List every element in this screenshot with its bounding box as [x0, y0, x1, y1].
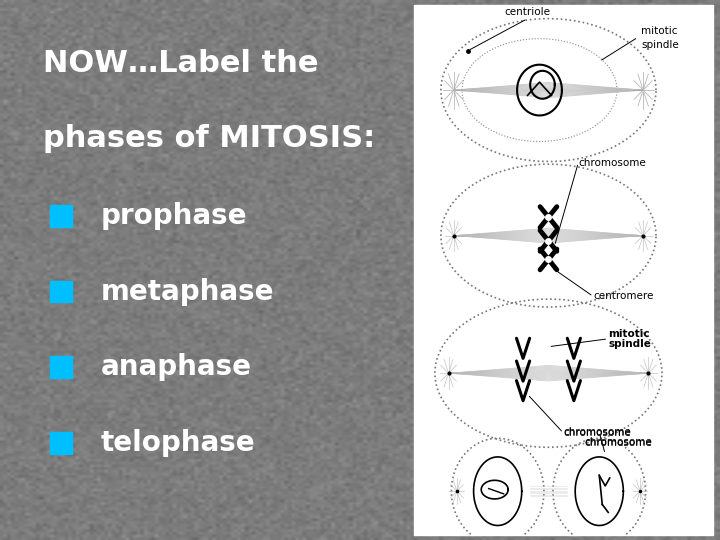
Text: prophase: prophase — [101, 202, 247, 230]
Text: mitotic: mitotic — [608, 328, 650, 339]
Text: NOW…Label the: NOW…Label the — [43, 49, 319, 78]
Text: phases of MITOSIS:: phases of MITOSIS: — [43, 124, 375, 153]
Text: metaphase: metaphase — [101, 278, 274, 306]
Text: anaphase: anaphase — [101, 353, 252, 381]
Text: centromere: centromere — [593, 292, 654, 301]
FancyBboxPatch shape — [50, 205, 72, 227]
Text: spindle: spindle — [608, 339, 651, 349]
FancyBboxPatch shape — [50, 432, 72, 454]
Text: chromosome: chromosome — [585, 437, 652, 447]
Text: mitotic: mitotic — [641, 26, 678, 36]
Text: chromosome: chromosome — [563, 428, 631, 437]
Text: chromosome: chromosome — [585, 438, 652, 448]
Text: chromosome: chromosome — [563, 428, 631, 438]
Text: centriole: centriole — [505, 7, 551, 17]
FancyBboxPatch shape — [50, 281, 72, 302]
Text: telophase: telophase — [101, 429, 256, 457]
FancyBboxPatch shape — [50, 356, 72, 378]
Text: chromosome: chromosome — [578, 158, 646, 167]
Text: spindle: spindle — [641, 40, 679, 50]
FancyBboxPatch shape — [414, 5, 713, 535]
